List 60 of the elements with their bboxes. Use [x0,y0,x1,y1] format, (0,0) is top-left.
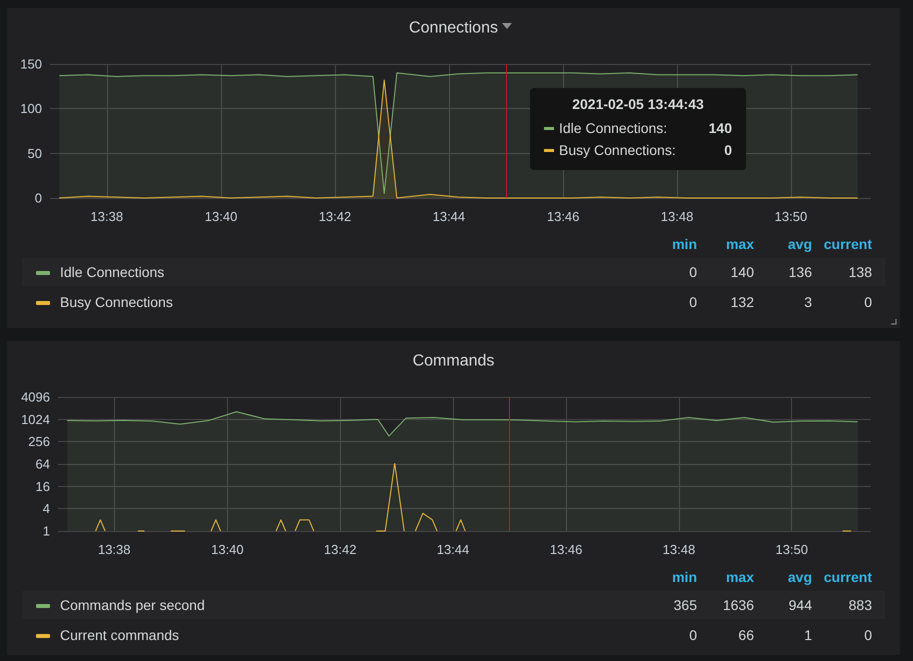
x-tick-label: 13:44 [432,209,466,224]
text: 0 [688,627,697,643]
y-tick-label: 64 [36,456,50,472]
text: 138 [848,264,872,280]
legend-label: Current commands [60,627,180,643]
text: 1636 [722,597,754,613]
x-tick-label: 13:42 [318,209,352,224]
text: current [822,569,872,585]
text: 944 [788,597,812,613]
legend-label: Idle Connections [60,264,164,280]
x-tick-label: 13:40 [204,209,238,224]
text: 0 [863,294,872,310]
annotation: Busy Connections: [559,142,676,158]
legend-label: Busy Connections [60,294,173,310]
text: 0 [863,627,872,643]
y-tick-label: 100 [20,101,42,116]
x-tick-label: 13:38 [98,542,131,557]
x-tick-label: 13:48 [660,209,694,224]
annotation: 140 [708,120,732,136]
y-tick-label: 1 [42,524,50,538]
chart-title: Connections [409,20,498,36]
text: 140 [730,264,754,280]
x-tick-label: 13:42 [324,542,356,557]
text: max [726,569,754,585]
y-tick-label: 256 [28,434,50,450]
annotation: 0 [724,142,732,158]
x-tick-label: 13:44 [436,542,470,557]
annotation: 2021-02-05 13:44:43 [571,96,705,112]
x-tick-label: 13:48 [662,542,696,557]
text: 365 [672,597,697,613]
text: 132 [730,294,754,310]
x-tick-label: 13:40 [211,542,244,557]
annotation: Idle Connections: [559,120,668,136]
y-tick-label: 50 [28,146,42,161]
text: current [822,236,872,252]
text: 1 [804,627,812,643]
x-tick-label: 13:50 [774,209,808,224]
text: 0 [688,264,697,280]
y-tick-label: 1024 [21,412,50,427]
x-tick-label: 13:46 [546,209,580,224]
y-tick-label: 4096 [21,390,50,404]
text: 883 [848,597,872,613]
text: 3 [804,294,812,310]
text: max [726,236,754,252]
chart-title: Commands [412,352,494,370]
text: 0 [688,294,697,310]
y-tick-label: 4 [42,501,50,516]
y-tick-label: 16 [36,478,50,494]
legend-label: Commands per second [60,597,205,613]
text: min [671,236,697,252]
x-tick-label: 13:46 [550,542,582,557]
x-tick-label: 13:38 [90,209,124,224]
y-tick-label: 0 [34,190,42,206]
text: min [671,569,697,585]
text: 66 [738,627,754,643]
text: avg [788,236,812,252]
x-tick-label: 13:50 [775,542,808,557]
y-tick-label: 150 [20,56,42,72]
text: avg [788,569,812,585]
text: 136 [788,264,812,280]
